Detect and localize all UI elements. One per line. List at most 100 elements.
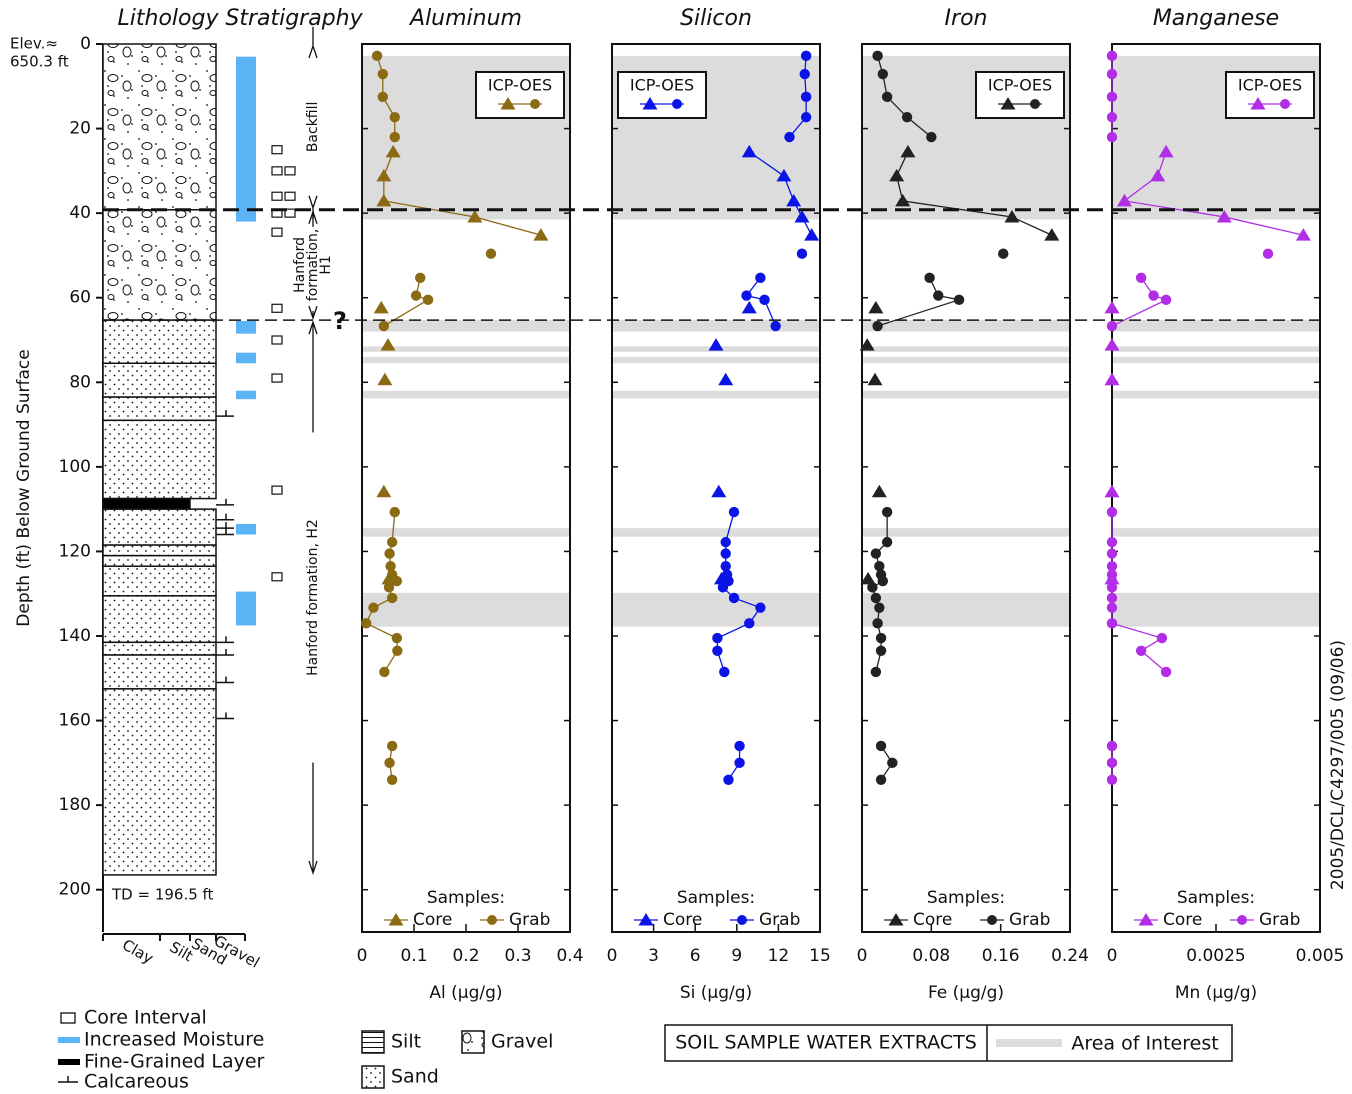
legend-marker <box>530 99 540 109</box>
moisture-bar <box>236 353 256 364</box>
x-tick-label: 15 <box>809 946 831 966</box>
grab-point <box>801 112 811 122</box>
grab-point <box>1136 273 1146 283</box>
texture-label: Gravel <box>491 1031 553 1053</box>
grab-point <box>734 758 744 768</box>
legend-marker <box>1030 99 1040 109</box>
calcareous-mark <box>216 514 234 520</box>
grab-point <box>1107 51 1117 61</box>
grab-point <box>390 132 400 142</box>
y-tick-label: 180 <box>59 795 91 815</box>
y-tick-label: 140 <box>59 626 91 646</box>
grab-point <box>368 602 378 612</box>
x-axis-label: Si (µg/g) <box>680 983 752 1003</box>
panel-title: Silicon <box>680 6 752 31</box>
core-interval <box>272 167 282 175</box>
grab-point <box>390 112 400 122</box>
grab-point <box>1107 132 1117 142</box>
panel-title: Manganese <box>1153 6 1279 31</box>
panel-title: Aluminum <box>408 6 522 31</box>
area-of-interest <box>613 357 819 363</box>
area-of-interest <box>363 391 569 399</box>
grab-point <box>1136 646 1146 656</box>
key-swatch <box>58 1059 80 1065</box>
grab-point <box>384 582 394 592</box>
grab-point <box>1157 633 1167 643</box>
grab-point <box>390 507 400 517</box>
key-label: Calcareous <box>84 1071 189 1093</box>
grab-point <box>878 69 888 79</box>
lithology-layer <box>103 509 216 545</box>
key-swatch <box>58 1076 78 1082</box>
grab-point <box>378 69 388 79</box>
legend-marker <box>1280 99 1290 109</box>
grab-point <box>876 741 886 751</box>
area-of-interest <box>863 391 1069 399</box>
grab-point <box>721 537 731 547</box>
area-of-interest <box>863 528 1069 536</box>
lithology-layer <box>103 420 216 498</box>
y-tick-label: 60 <box>69 288 91 308</box>
core-interval <box>272 304 282 312</box>
x-axis-label: Al (µg/g) <box>429 983 502 1003</box>
page: LithologyStratigraphy0204060801001201401… <box>0 0 1352 1094</box>
calcareous-mark <box>216 529 234 535</box>
grab-point <box>1161 667 1171 677</box>
grab-point <box>387 741 397 751</box>
grab-point <box>876 646 886 656</box>
core-point <box>1044 228 1059 241</box>
core-point <box>376 485 391 498</box>
area-of-interest <box>1113 391 1319 399</box>
area-of-interest <box>863 593 1069 627</box>
y-tick-label: 120 <box>59 541 91 561</box>
total-depth-label: TD = 196.5 ft <box>111 885 214 903</box>
grab-point <box>871 593 881 603</box>
grab-point <box>878 576 888 586</box>
core-interval <box>272 192 282 200</box>
x-tick-label: 0.005 <box>1296 946 1345 966</box>
grab-point <box>415 273 425 283</box>
moisture-bar <box>236 524 256 535</box>
grab-point <box>387 593 397 603</box>
x-tick-label: 0 <box>357 946 368 966</box>
unit-label: Hanford formation, H2 <box>305 519 321 676</box>
core-interval <box>272 336 282 344</box>
elevation-value: 650.3 ft <box>10 53 69 71</box>
core-point <box>1105 338 1120 351</box>
core-point <box>868 301 883 314</box>
core-interval <box>272 374 282 382</box>
grab-point <box>784 132 794 142</box>
grab-point <box>872 51 882 61</box>
grab-point <box>712 646 722 656</box>
area-of-interest <box>1113 593 1319 627</box>
legend-label: Core <box>413 910 452 930</box>
grab-point <box>887 758 897 768</box>
legend-marker <box>1237 915 1247 925</box>
core-point <box>718 373 733 386</box>
core-interval <box>272 573 282 581</box>
legend-title: ICP-OES <box>488 76 552 95</box>
x-tick-label: 0.2 <box>452 946 479 966</box>
key-swatch <box>58 1037 80 1043</box>
grab-point <box>1107 112 1117 122</box>
x-axis-label: Mn (µg/g) <box>1175 983 1257 1003</box>
y-tick-label: 160 <box>59 711 91 731</box>
elevation-label: Elev.≈ <box>10 35 58 53</box>
grab-point <box>719 667 729 677</box>
y-tick-label: 100 <box>59 457 91 477</box>
legend-label: Core <box>913 910 952 930</box>
grain-label: Clay <box>119 936 156 968</box>
grab-point <box>384 758 394 768</box>
samples-label: Samples: <box>677 888 755 908</box>
grab-point <box>387 537 397 547</box>
grab-point <box>1107 507 1117 517</box>
x-tick-label: 0.1 <box>400 946 427 966</box>
core-point <box>872 485 887 498</box>
moisture-bar <box>236 321 256 334</box>
grab-point <box>1107 582 1117 592</box>
core-point <box>1105 301 1120 314</box>
legend-label: Grab <box>759 910 800 930</box>
y-tick-label: 40 <box>69 203 91 223</box>
grab-point <box>744 618 754 628</box>
lithology-layer <box>103 642 216 655</box>
